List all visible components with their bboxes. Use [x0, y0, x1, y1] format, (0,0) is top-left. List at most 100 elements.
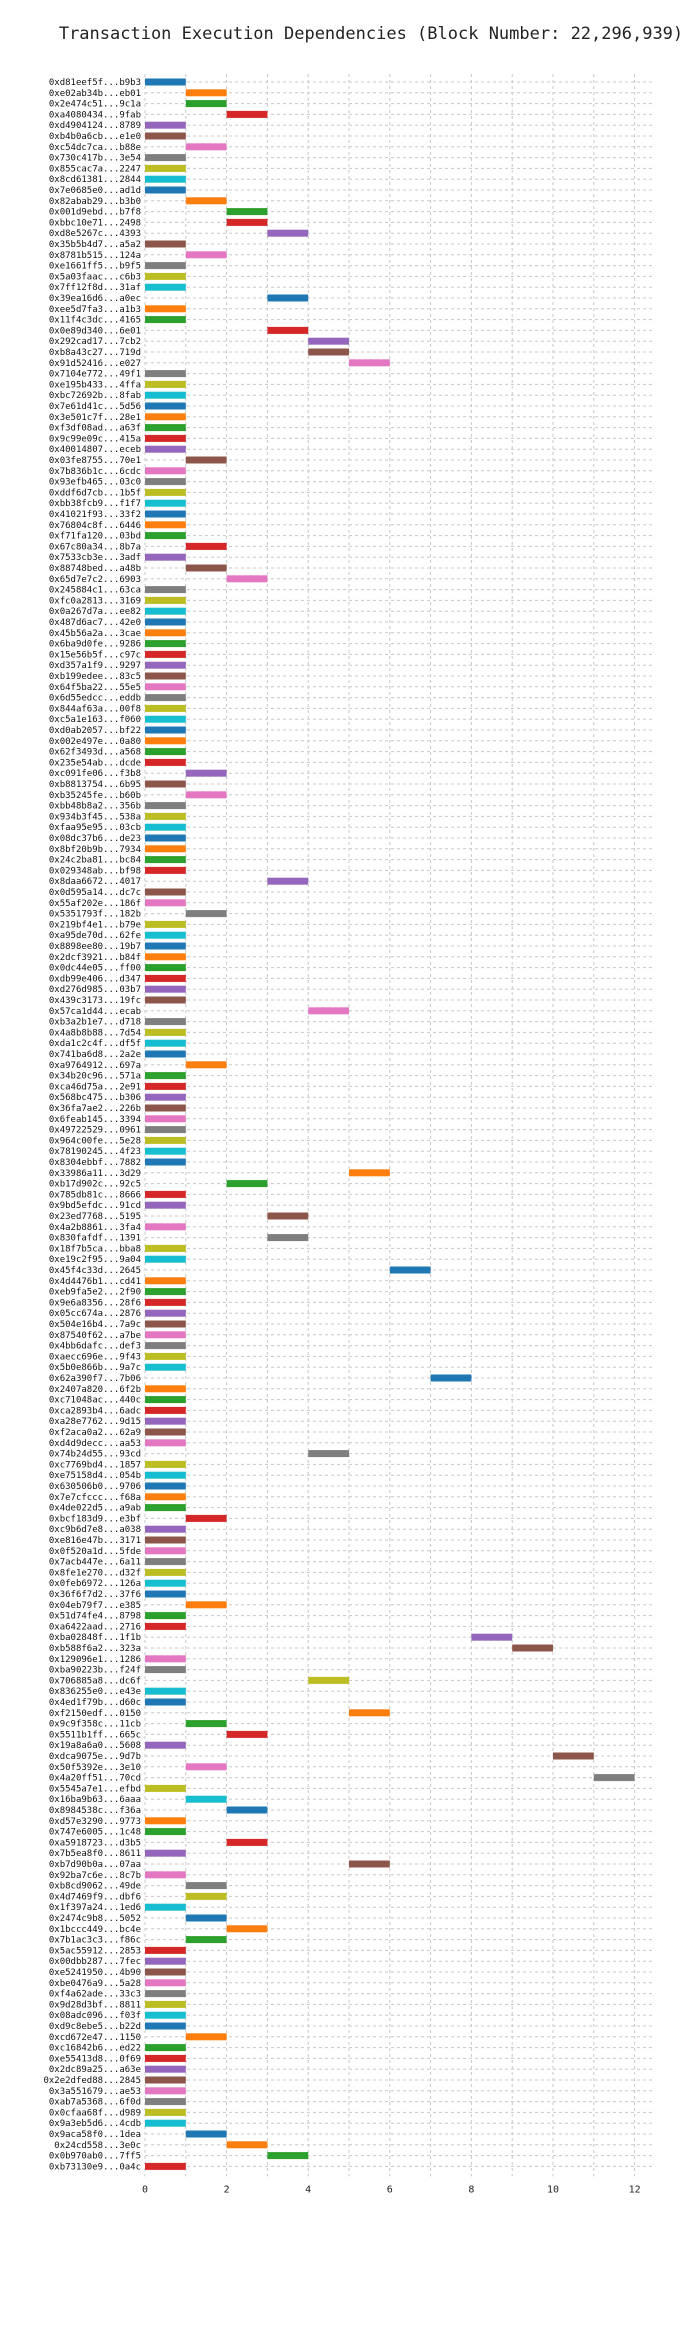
transaction-bar: [145, 78, 186, 86]
transaction-bar: [185, 1795, 227, 1803]
transaction-label: 0xfc0a2813...3169: [49, 596, 141, 606]
transaction-bar: [145, 1136, 186, 1144]
transaction-label: 0x4a8b8b88...7d54: [49, 1028, 141, 1038]
transaction-bar: [145, 1493, 186, 1501]
transaction-bar: [145, 1946, 186, 1954]
transaction-label: 0x830fafdf...1391: [49, 1234, 141, 1244]
transaction-label: 0xa6422aad...2716: [49, 1622, 141, 1632]
transaction-label: 0xbcf183d9...e3bf: [49, 1514, 141, 1524]
transaction-bar: [226, 575, 268, 583]
transaction-label: 0xa95de70d...62fe: [49, 931, 141, 941]
transaction-bar: [145, 683, 186, 691]
transaction-bar: [145, 607, 186, 615]
transaction-bar: [145, 1115, 186, 1123]
transaction-label: 0x6ba9d0fe...9286: [49, 640, 141, 650]
transaction-bar: [145, 1255, 186, 1263]
transaction-label: 0x504e16b4...7a9c: [49, 1320, 141, 1330]
transaction-label: 0xbb48b8a2...356b: [49, 802, 141, 812]
transaction-label: 0x0e89d340...6e01: [49, 326, 141, 336]
transaction-label: 0xb35245fe...b60b: [49, 791, 141, 801]
transaction-bar: [145, 1828, 186, 1836]
transaction-bar: [185, 791, 227, 799]
transaction-label: 0x129096e1...1286: [49, 1655, 141, 1665]
transaction-bar: [145, 2119, 186, 2127]
transaction-bar: [145, 985, 186, 993]
x-tick-label: 0: [142, 2184, 148, 2195]
transaction-bar: [145, 434, 186, 442]
transaction-bar: [185, 542, 227, 550]
transaction-label: 0xa4080434...9fab: [49, 110, 141, 120]
transaction-bar: [145, 2022, 186, 2030]
transaction-label: 0x001d9ebd...b7f8: [49, 208, 141, 218]
transaction-label: 0xab7a5368...6f0d: [49, 2098, 141, 2108]
transaction-bar: [185, 1720, 227, 1728]
transaction-label: 0x40014807...eceb: [49, 445, 141, 455]
transaction-label: 0x245884c1...63ca: [49, 586, 141, 596]
transaction-label: 0x5ac55912...2853: [49, 1946, 141, 1956]
transaction-label: 0x55af202e...186f: [49, 899, 141, 909]
transaction-label: 0x568bc475...b306: [49, 1093, 141, 1103]
transaction-bar: [349, 1860, 390, 1868]
transaction-bar: [145, 1039, 186, 1047]
transaction-bar: [145, 1687, 186, 1695]
transaction-bar: [145, 1504, 186, 1512]
transaction-bar: [145, 391, 186, 399]
transaction-bar: [145, 1903, 186, 1911]
transaction-bar: [226, 1806, 268, 1814]
transaction-label: 0xba02848f...1f1b: [49, 1633, 141, 1643]
transaction-bar: [145, 2098, 186, 2106]
transaction-label: 0x39ea16d6...a0ec: [49, 294, 141, 304]
transaction-bar: [145, 2162, 186, 2170]
transaction-label: 0xb8813754...6b95: [49, 780, 141, 790]
transaction-label: 0x0feb6972...126a: [49, 1579, 141, 1589]
transaction-bar: [185, 143, 227, 151]
transaction-label: 0x15e56b5f...c97c: [49, 650, 141, 660]
transaction-label: 0x487d6ac7...42e0: [49, 618, 141, 628]
transaction-bar: [145, 618, 186, 626]
transaction-bar: [308, 1676, 349, 1684]
transaction-label: 0x0cfaa68f...d989: [49, 2108, 141, 2118]
transaction-bar: [145, 1342, 186, 1350]
transaction-label: 0x029348ab...bf98: [49, 866, 141, 876]
transaction-bar: [145, 748, 186, 756]
transaction-bar: [145, 2000, 186, 2008]
transaction-label: 0x91d52416...e027: [49, 359, 141, 369]
transaction-label: 0x0f520a1d...5fde: [49, 1547, 141, 1557]
transaction-label: 0x4de022d5...a9ab: [49, 1504, 141, 1514]
transaction-label: 0x24c2ba81...bc84: [49, 856, 141, 866]
transaction-bar: [145, 316, 186, 324]
transaction-label: 0x9c9f358c...11cb: [49, 1720, 141, 1730]
transaction-bar: [226, 110, 268, 118]
transaction-bar: [145, 596, 186, 604]
x-tick-label: 12: [629, 2184, 641, 2195]
transaction-bar: [145, 1579, 186, 1587]
transaction-label: 0x4a20ff51...70cd: [49, 1774, 141, 1784]
transaction-bar: [145, 953, 186, 961]
transaction-label: 0x8304ebbf...7882: [49, 1158, 141, 1168]
transaction-label: 0x7533cb3e...3adf: [49, 553, 141, 563]
transaction-label: 0x1bccc449...bc4e: [49, 1925, 141, 1935]
transaction-label: 0x8daa6672...4017: [49, 877, 141, 887]
transaction-label: 0xeb9fa5e2...2f90: [49, 1288, 141, 1298]
transaction-bar: [145, 629, 186, 637]
bars: [145, 78, 635, 2170]
transaction-label: 0x8781b515...124a: [49, 251, 141, 261]
transaction-bar: [226, 218, 268, 226]
transaction-label: 0xca2893b4...6adc: [49, 1406, 141, 1416]
transaction-label: 0x706885a8...dc6f: [49, 1676, 141, 1686]
transaction-bar: [145, 262, 186, 270]
transaction-bar: [145, 380, 186, 388]
transaction-bar: [145, 888, 186, 896]
transaction-label: 0x45b56a2a...3cae: [49, 629, 141, 639]
transaction-label: 0xe02ab34b...eb01: [49, 89, 141, 99]
grid: [144, 74, 655, 2177]
transaction-label: 0x76804c8f...6446: [49, 521, 141, 531]
transaction-label: 0x785db81c...8666: [49, 1190, 141, 1200]
transaction-bar: [145, 1428, 186, 1436]
transaction-label: 0xe19c2f95...9a04: [49, 1255, 141, 1265]
transaction-bar: [145, 2054, 186, 2062]
transaction-bar: [267, 1212, 309, 1220]
transaction-bar: [145, 1568, 186, 1576]
transaction-bar: [185, 197, 227, 205]
transaction-label: 0x002e497e...0a80: [49, 737, 141, 747]
